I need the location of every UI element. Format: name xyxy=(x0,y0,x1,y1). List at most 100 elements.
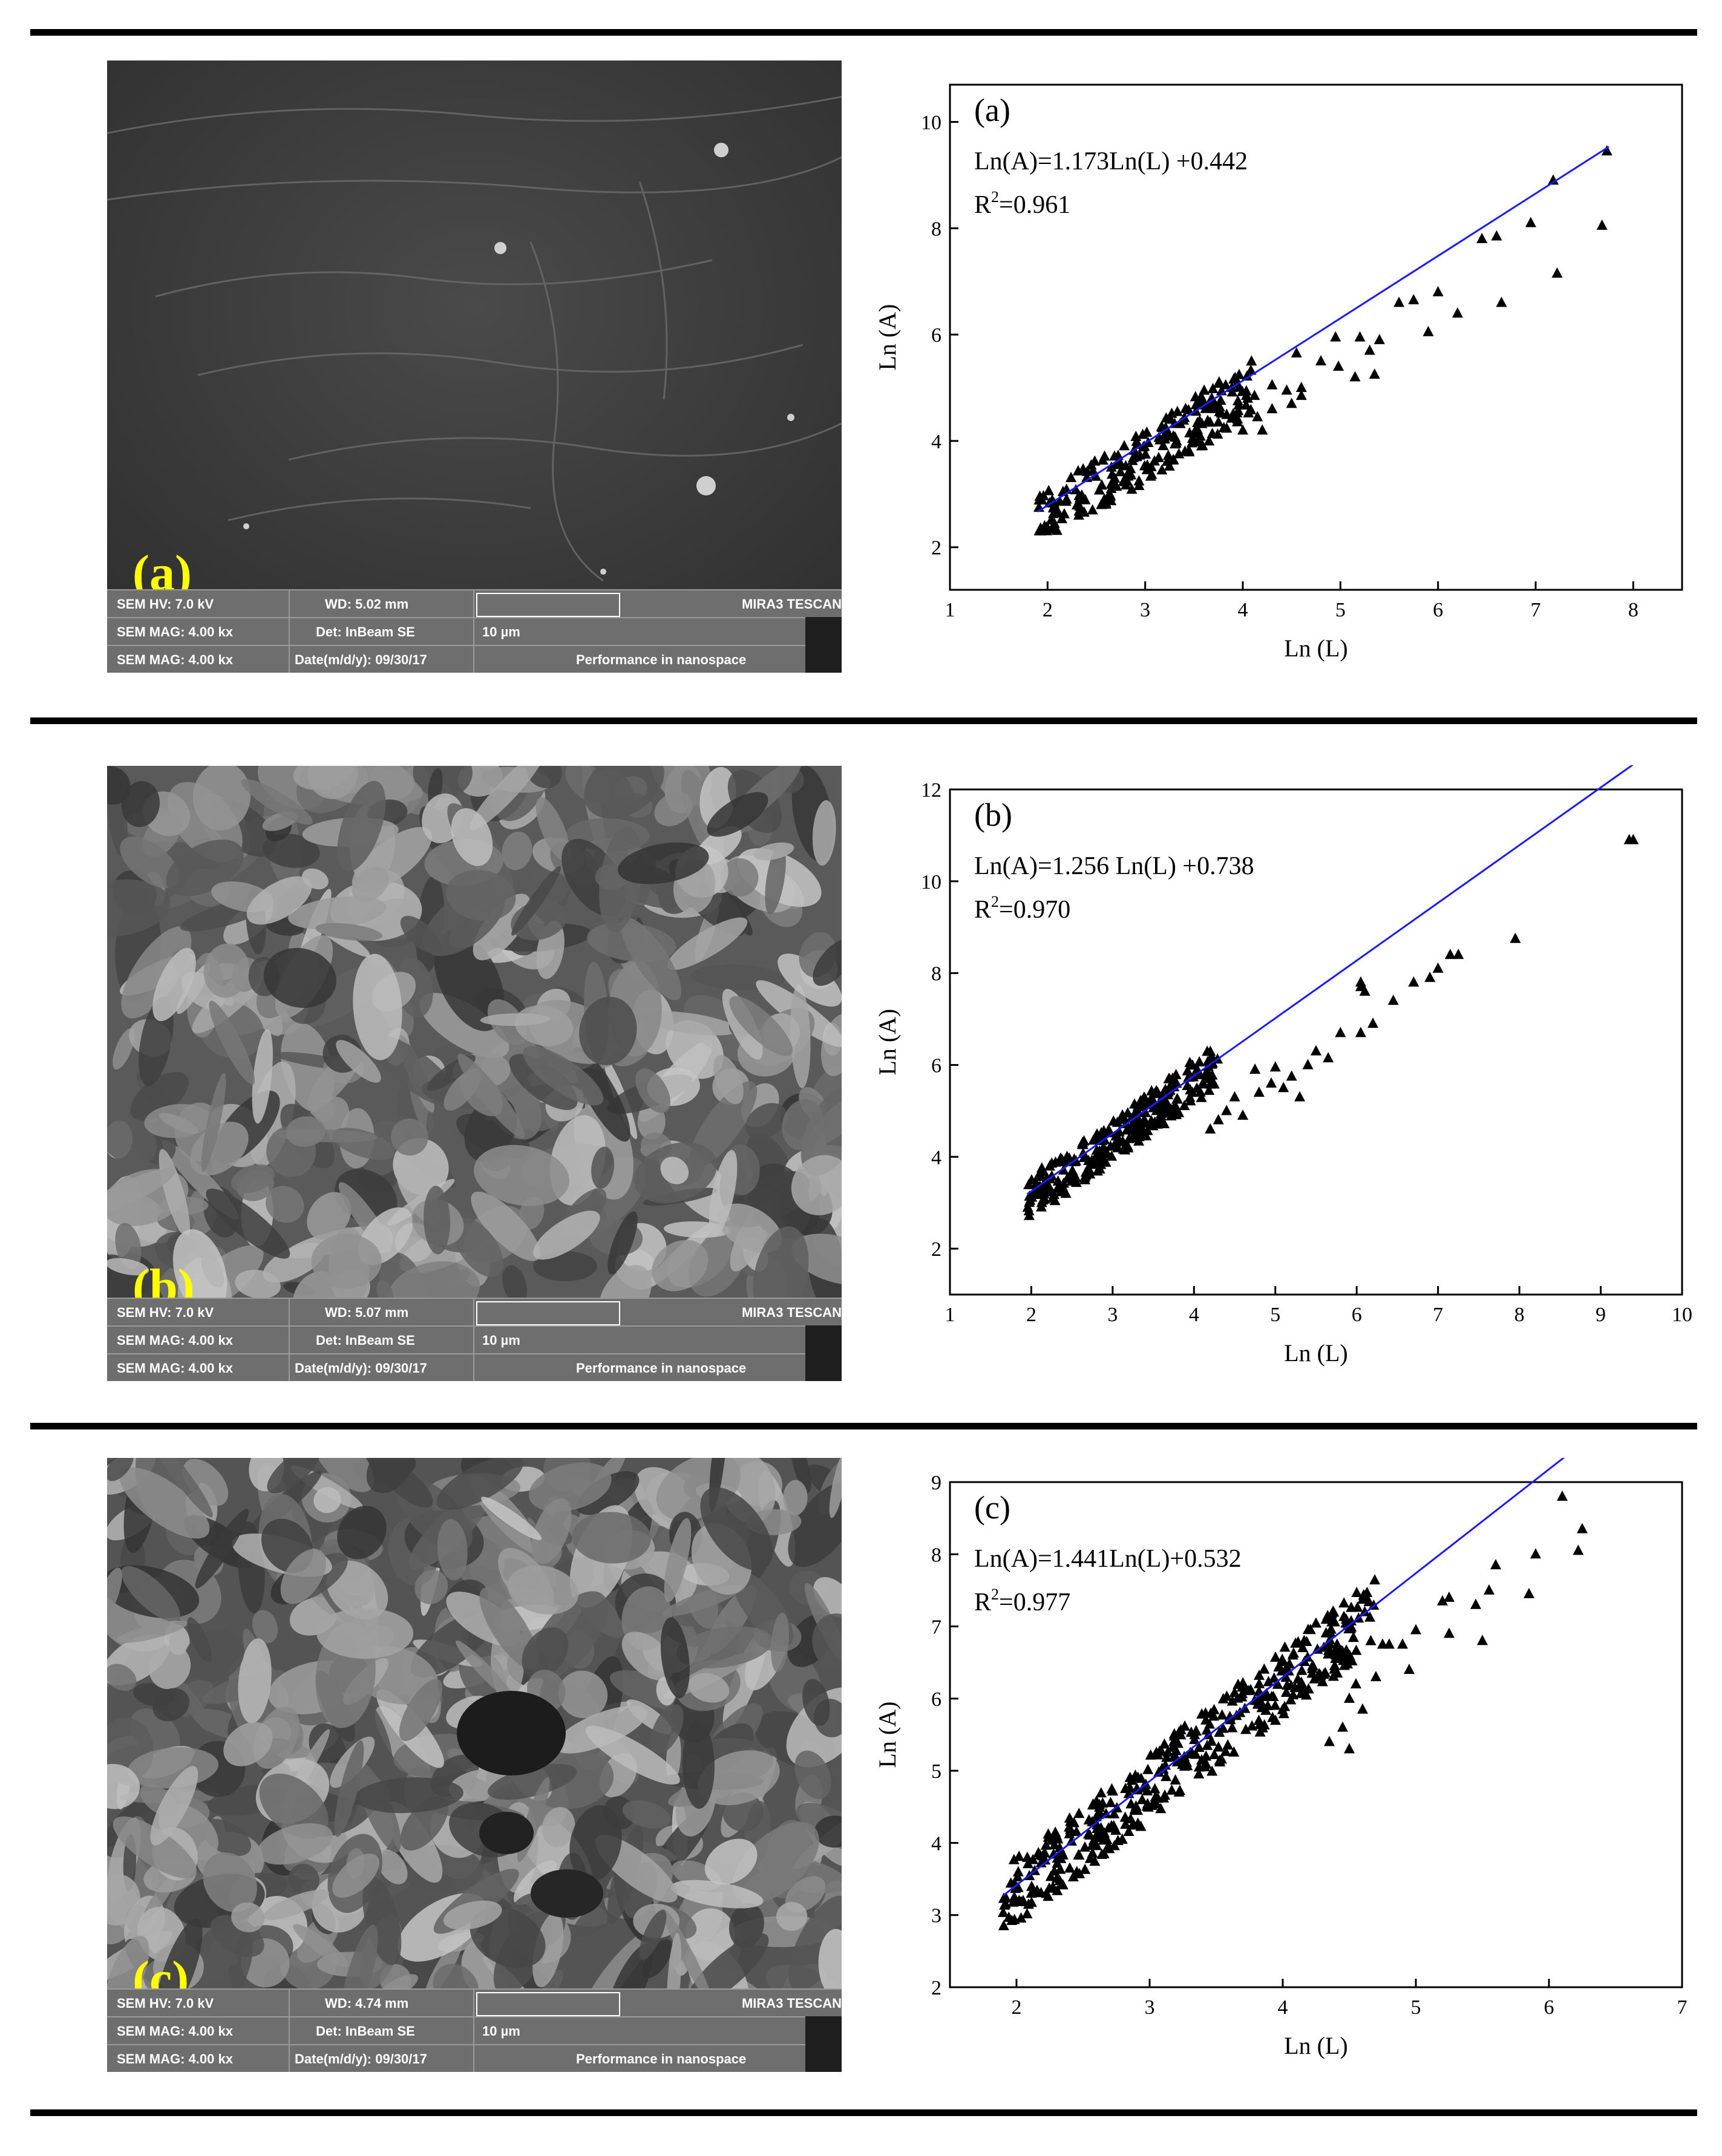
data-point xyxy=(1350,1644,1362,1655)
data-point xyxy=(1166,407,1177,418)
data-point xyxy=(1268,1672,1280,1683)
sem-mag2: SEM MAG: 4.00 kx xyxy=(117,2051,233,2066)
data-point xyxy=(1453,949,1464,959)
data-point xyxy=(1040,1839,1052,1850)
data-point xyxy=(1221,1690,1233,1701)
data-point xyxy=(1046,494,1058,505)
data-point xyxy=(1491,230,1502,241)
data-point xyxy=(1055,1863,1066,1874)
data-point xyxy=(1130,1804,1141,1815)
data-point xyxy=(1036,1188,1048,1199)
data-point xyxy=(1301,1635,1312,1646)
texture-flake xyxy=(502,831,532,871)
texture-flake xyxy=(107,1168,175,1219)
data-point xyxy=(1159,1738,1170,1749)
data-point xyxy=(1151,1105,1162,1116)
texture-flake xyxy=(150,1766,198,1846)
texture-flake xyxy=(688,1673,730,1703)
data-point xyxy=(1066,1835,1078,1846)
data-point xyxy=(1350,1678,1361,1688)
texture-flake xyxy=(788,1481,842,1567)
y-tick-label: 8 xyxy=(931,963,941,985)
texture-flake xyxy=(607,1211,638,1275)
data-point xyxy=(1346,1615,1357,1625)
data-point xyxy=(1280,1686,1292,1697)
texture-flake xyxy=(115,1223,142,1270)
data-point xyxy=(1213,1741,1224,1752)
texture-flake xyxy=(187,1617,212,1663)
texture-flake xyxy=(152,1688,189,1722)
texture-flake xyxy=(446,869,516,921)
data-point xyxy=(1216,1709,1228,1720)
data-point xyxy=(1131,451,1142,462)
data-point xyxy=(1252,411,1263,422)
data-point xyxy=(1099,450,1110,461)
data-point xyxy=(1135,1772,1147,1783)
data-point xyxy=(1080,1166,1092,1177)
data-point xyxy=(1015,1895,1027,1906)
data-point xyxy=(1226,386,1238,397)
r-squared-value: =0.970 xyxy=(999,896,1070,924)
chart-c: 2 3 4 5 6 7 2 3 4 5 6 7 8 9 Ln (L) Ln (A) (c) Ln(A)=1.441… xyxy=(874,1458,1688,2059)
data-point xyxy=(1074,492,1085,503)
r-squared: R2=0.970 xyxy=(974,893,1070,924)
data-point xyxy=(1171,1093,1183,1104)
data-point xyxy=(1108,1115,1119,1126)
texture-flake xyxy=(689,1081,758,1168)
data-point xyxy=(1083,1814,1095,1824)
texture-flake xyxy=(206,1188,290,1259)
data-point xyxy=(1064,1812,1075,1823)
data-point xyxy=(1337,1721,1348,1732)
data-point xyxy=(1128,1098,1140,1109)
fit-equation: Ln(A)=1.441Ln(L)+0.532 xyxy=(974,1545,1242,1573)
data-point xyxy=(1161,412,1172,423)
data-point xyxy=(1057,1879,1069,1890)
data-point xyxy=(1222,1739,1234,1750)
texture-flake xyxy=(336,1040,381,1083)
texture-flake xyxy=(316,1607,414,1659)
data-point xyxy=(1202,414,1214,425)
y-tick-label: 6 xyxy=(931,1688,941,1711)
data-point xyxy=(1047,1192,1059,1203)
data-point xyxy=(1344,1743,1355,1754)
texture-flake xyxy=(201,1073,226,1172)
texture-flake xyxy=(456,1640,516,1703)
data-point xyxy=(1197,1077,1209,1088)
data-point xyxy=(1048,508,1059,518)
data-point xyxy=(1490,1559,1501,1570)
scale-bar xyxy=(476,593,620,617)
texture-flake xyxy=(531,1498,572,1564)
tescan-logo-icon xyxy=(805,1325,842,1381)
texture-flake xyxy=(352,866,389,903)
sem-hv: SEM HV: 7.0 kV xyxy=(117,596,214,612)
data-point xyxy=(1444,949,1456,959)
sem-date: Date(m/d/y): 09/30/17 xyxy=(295,652,427,667)
sem-date: Date(m/d/y): 09/30/17 xyxy=(295,1361,427,1376)
data-point xyxy=(1242,370,1253,381)
x-tick-label: 5 xyxy=(1411,1996,1421,2019)
data-point xyxy=(1185,1095,1196,1106)
texture-flake xyxy=(337,1506,387,1560)
data-point xyxy=(1082,1828,1094,1839)
data-point xyxy=(1045,1870,1056,1881)
data-point xyxy=(1110,1137,1121,1148)
data-point xyxy=(1254,1719,1265,1730)
data-point xyxy=(1318,1641,1330,1652)
data-point xyxy=(1119,440,1130,451)
texture-flake xyxy=(814,1815,842,1848)
texture-flake xyxy=(121,781,160,828)
x-tick-label: 2 xyxy=(1026,1304,1036,1326)
data-point xyxy=(1091,1819,1102,1830)
sem-hv: SEM HV: 7.0 kV xyxy=(117,1996,214,2011)
data-point xyxy=(1270,1651,1282,1662)
chart-a: 1 2 3 4 5 6 7 8 2 4 6 8 10 Ln (L) Ln (A) (a) Ln(A)=1.173… xyxy=(874,83,1683,662)
data-point xyxy=(1089,455,1101,466)
texture-flake xyxy=(621,917,682,1001)
texture-flake xyxy=(753,842,794,861)
data-point xyxy=(1120,460,1131,471)
sem-databar-b: SEM HV: 7.0 kV WD: 5.07 mm MIRA3 TESCAN … xyxy=(107,1298,842,1381)
sem-micrograph-a xyxy=(107,60,842,673)
data-point xyxy=(1397,1638,1408,1649)
texture-flake xyxy=(444,1068,481,1111)
data-point xyxy=(1253,1086,1265,1097)
